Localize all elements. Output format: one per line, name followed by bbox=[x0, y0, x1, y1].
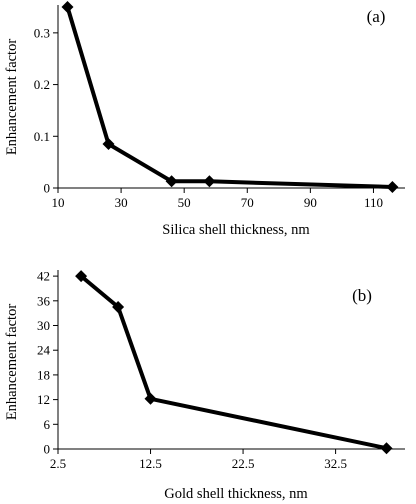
data-point-b bbox=[380, 442, 393, 455]
series-line-b bbox=[79, 274, 387, 451]
y-tick-label-b: 6 bbox=[44, 417, 51, 432]
y-axis-title-b: Enhancement factor bbox=[4, 304, 20, 421]
panel-label-b: (b) bbox=[352, 286, 372, 305]
y-tick-label-b: 42 bbox=[37, 269, 50, 284]
x-tick-label-a: 90 bbox=[304, 195, 317, 210]
x-tick-label-b: 12.5 bbox=[139, 456, 162, 471]
data-point-b bbox=[75, 270, 88, 283]
chart-panel-b: (b) Gold shell thickness, nm Enhancement… bbox=[4, 269, 405, 502]
series-line-a bbox=[65, 6, 393, 189]
y-axis-title-a: Enhancement factor bbox=[4, 39, 20, 156]
y-tick-label-a: 0.3 bbox=[34, 25, 50, 40]
y-tick-label-b: 0 bbox=[44, 442, 51, 457]
chart-panel-a: (a) Silica shell thickness, nm Enhanceme… bbox=[4, 1, 405, 238]
x-tick-label-a: 30 bbox=[115, 195, 128, 210]
x-tick-label-a: 70 bbox=[241, 195, 254, 210]
data-point-a bbox=[386, 181, 399, 193]
y-tick-label-a: 0.2 bbox=[34, 77, 50, 92]
data-point-a bbox=[165, 175, 178, 188]
y-tick-label-a: 0 bbox=[44, 181, 51, 196]
x-tick-label-b: 32.5 bbox=[324, 456, 347, 471]
y-tick-label-b: 36 bbox=[37, 293, 51, 308]
data-point-a bbox=[61, 1, 74, 13]
data-point-a bbox=[203, 175, 216, 188]
data-point-b bbox=[144, 392, 157, 405]
data-point-b bbox=[112, 301, 125, 313]
y-tick-label-a: 0.1 bbox=[34, 129, 50, 144]
x-tick-label-b: 2.5 bbox=[50, 456, 66, 471]
x-tick-label-a: 50 bbox=[178, 195, 191, 210]
x-tick-label-a: 10 bbox=[52, 195, 65, 210]
x-axis-title-b: Gold shell thickness, nm bbox=[164, 486, 308, 502]
x-axis-title-a: Silica shell thickness, nm bbox=[162, 222, 310, 238]
panel-label-a: (a) bbox=[367, 7, 386, 26]
y-tick-label-b: 30 bbox=[37, 318, 50, 333]
y-tick-label-b: 24 bbox=[37, 343, 51, 358]
y-tick-label-b: 18 bbox=[37, 367, 50, 382]
x-tick-label-a: 110 bbox=[364, 195, 383, 210]
x-tick-label-b: 22.5 bbox=[232, 456, 255, 471]
y-tick-label-b: 12 bbox=[37, 392, 50, 407]
data-point-a bbox=[102, 138, 115, 150]
